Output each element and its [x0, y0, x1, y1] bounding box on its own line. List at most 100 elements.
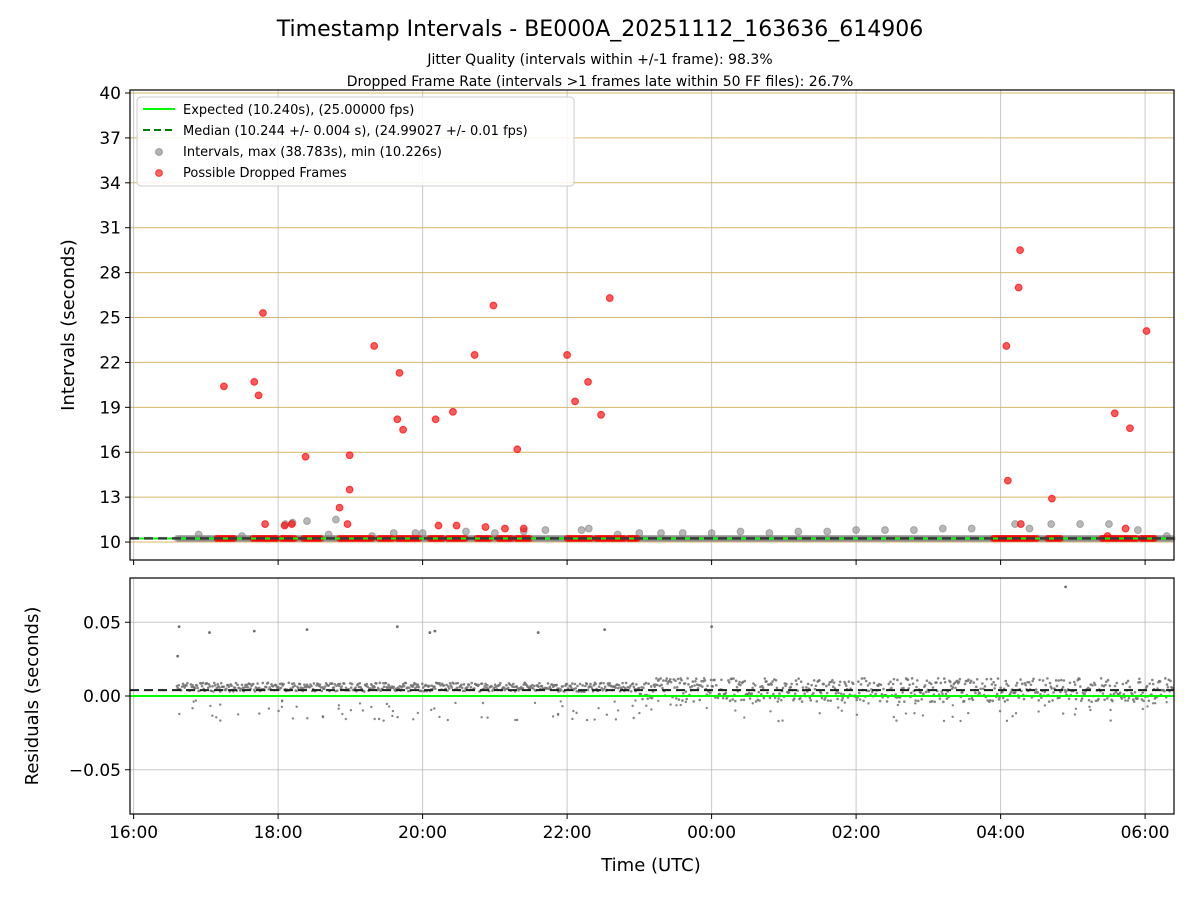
residual-point: [922, 692, 925, 696]
residual-point: [1074, 697, 1078, 701]
residual-point: [974, 691, 977, 695]
residual-outlier-point: [428, 631, 432, 634]
residual-point: [930, 699, 934, 703]
residual-point: [1138, 680, 1142, 684]
dropped-frame-point: [345, 451, 354, 460]
residual-point: [971, 698, 975, 702]
residual-point: [344, 717, 348, 721]
residual-point: [387, 705, 391, 708]
residual-point: [1151, 702, 1155, 705]
residual-point: [1050, 687, 1054, 690]
residual-point: [863, 677, 866, 680]
residual-point: [258, 686, 261, 690]
interval-point: [736, 527, 745, 536]
residual-point: [253, 690, 257, 693]
residual-point: [681, 699, 684, 702]
residual-point: [196, 686, 200, 690]
top-y-tick-label: 31: [99, 219, 121, 239]
interval-point: [707, 529, 716, 537]
residual-point: [907, 687, 911, 690]
dropped-frame-point: [1002, 342, 1011, 350]
residual-point: [181, 682, 185, 686]
residual-point: [505, 683, 508, 687]
residual-point: [754, 700, 758, 703]
residual-point: [951, 715, 954, 719]
residual-point: [806, 682, 810, 686]
residual-point: [320, 689, 324, 693]
residual-point: [1044, 683, 1047, 687]
residual-point: [801, 686, 805, 689]
residual-point: [659, 677, 663, 680]
dropped-frame-point: [1121, 524, 1130, 533]
residual-point: [831, 678, 834, 682]
residual-point: [963, 682, 967, 686]
residual-point: [185, 684, 188, 687]
residual-point: [1014, 684, 1018, 687]
residual-point: [855, 698, 858, 702]
dropped-frame-point: [489, 301, 498, 310]
residual-point: [949, 680, 952, 684]
residual-point: [1075, 691, 1079, 695]
x-tick-label: 20:00: [398, 823, 447, 843]
residual-point: [1090, 700, 1093, 704]
residual-point: [581, 684, 585, 687]
residual-point: [951, 704, 955, 707]
residual-point: [597, 685, 601, 688]
residual-point: [194, 699, 198, 702]
residual-point: [908, 683, 911, 687]
residual-point: [1029, 683, 1033, 687]
residual-point: [540, 684, 544, 688]
residual-point: [747, 691, 751, 695]
residual-point: [778, 692, 781, 695]
residual-point: [1163, 689, 1166, 693]
residual-point: [837, 706, 840, 709]
residual-point: [469, 685, 473, 689]
residual-point: [1072, 680, 1076, 684]
residual-point: [212, 681, 216, 685]
dropped-frame-point: [1003, 476, 1012, 485]
residual-point: [370, 705, 373, 709]
residual-point: [631, 704, 634, 708]
residual-point: [1073, 713, 1077, 716]
residual-point: [665, 677, 669, 680]
residual-point: [797, 677, 800, 680]
chart-subtitle-dropped: Dropped Frame Rate (intervals >1 frames …: [347, 74, 854, 90]
residual-point: [1059, 690, 1062, 694]
interval-point: [332, 515, 340, 524]
interval-point: [938, 524, 947, 533]
residual-point: [693, 684, 696, 687]
residual-point: [1027, 681, 1031, 684]
residual-point: [1165, 683, 1169, 686]
residual-point: [820, 696, 824, 700]
residual-point: [600, 686, 604, 690]
interval-point: [794, 527, 803, 536]
residual-point: [195, 684, 199, 687]
residual-point: [295, 689, 298, 693]
residual-point: [421, 686, 425, 689]
residual-point: [793, 692, 797, 695]
residual-point: [261, 681, 265, 685]
residual-point: [740, 698, 743, 702]
residual-point: [662, 679, 665, 682]
residual-point: [779, 698, 783, 702]
residual-point: [981, 687, 985, 691]
residual-point: [936, 677, 940, 680]
residual-point: [312, 682, 316, 685]
residual-point: [574, 686, 578, 690]
residual-point: [694, 677, 698, 681]
residual-point: [1113, 684, 1117, 688]
residual-point: [891, 682, 895, 686]
residual-point: [1003, 700, 1007, 703]
top-y-tick-label: 19: [99, 398, 121, 418]
residual-point: [1039, 692, 1042, 696]
interval-point: [1133, 526, 1142, 534]
residual-point: [942, 700, 945, 704]
residual-point: [1114, 690, 1118, 694]
residual-point: [1112, 692, 1116, 695]
residual-point: [373, 686, 376, 689]
residual-point: [1009, 690, 1013, 694]
dropped-frame-point: [1110, 409, 1119, 418]
residual-point: [213, 683, 217, 687]
residual-point: [1083, 692, 1086, 696]
